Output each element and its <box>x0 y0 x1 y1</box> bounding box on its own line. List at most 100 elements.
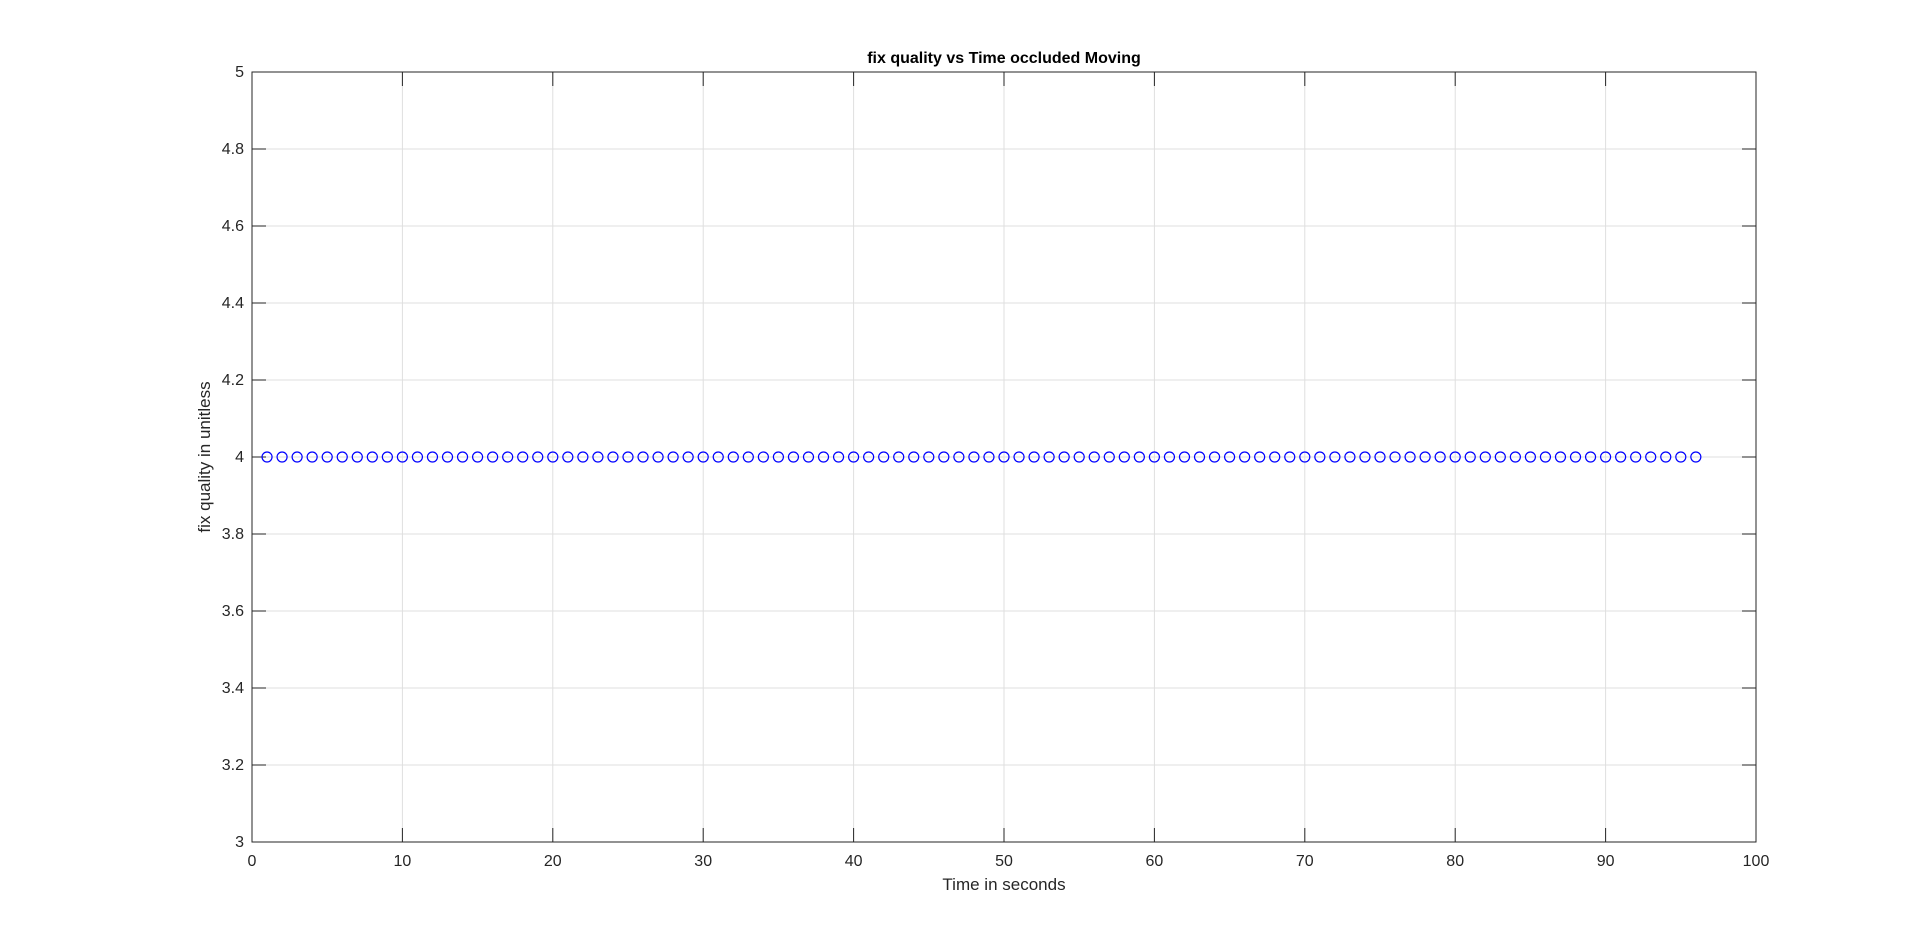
data-point <box>291 451 303 463</box>
data-point <box>953 451 965 463</box>
x-tick-label: 10 <box>394 853 412 870</box>
data-point <box>742 451 754 463</box>
data-point <box>893 451 905 463</box>
data-point <box>1449 451 1461 463</box>
data-point <box>908 451 920 463</box>
y-tick-label: 5 <box>235 64 244 81</box>
y-tick-label: 4.6 <box>222 218 244 235</box>
data-point <box>1554 451 1567 463</box>
data-point <box>381 451 393 463</box>
data-point <box>351 451 363 463</box>
data-point <box>832 451 845 463</box>
data-point <box>727 451 739 463</box>
data-point <box>1660 451 1672 463</box>
x-tick-label: 0 <box>248 853 257 870</box>
data-point <box>1193 451 1206 463</box>
data-point <box>1254 451 1266 463</box>
y-tick-label: 3.6 <box>222 603 244 620</box>
data-point <box>1479 451 1491 463</box>
data-point <box>1359 451 1371 463</box>
data-point <box>983 451 995 463</box>
data-point <box>1344 451 1356 463</box>
data-point <box>1630 451 1642 463</box>
data-point <box>1690 451 1702 463</box>
data-point <box>1103 451 1115 463</box>
y-axis-label: fix quality in unitless <box>195 381 214 532</box>
data-point <box>1524 451 1537 463</box>
data-point <box>426 451 439 463</box>
x-tick-label: 60 <box>1146 853 1164 870</box>
x-tick-label: 80 <box>1446 853 1464 870</box>
data-point <box>1239 451 1251 463</box>
x-tick-label: 40 <box>845 853 863 870</box>
x-tick-label: 70 <box>1296 853 1314 870</box>
data-point <box>1615 451 1627 463</box>
data-point <box>607 451 619 463</box>
data-point <box>547 451 559 463</box>
data-point <box>592 451 604 463</box>
data-point <box>487 451 499 463</box>
data-point <box>502 451 514 463</box>
data-point <box>321 451 333 463</box>
data-point <box>847 451 860 463</box>
data-point <box>1148 451 1161 463</box>
data-point <box>1584 451 1597 463</box>
data-point <box>276 451 288 463</box>
data-point <box>366 451 378 463</box>
data-point <box>1058 451 1070 463</box>
data-point <box>1269 451 1281 463</box>
data-points <box>261 451 1702 463</box>
data-point <box>1073 451 1085 463</box>
y-tick-label: 4.4 <box>222 295 244 312</box>
data-point <box>517 451 529 463</box>
data-point <box>261 451 273 463</box>
data-point <box>1434 451 1446 463</box>
data-point <box>998 451 1010 463</box>
data-point <box>1299 451 1311 463</box>
x-axis-ticks: 0 10 20 30 40 50 60 70 80 90 100 <box>248 72 1770 870</box>
y-tick-label: 3.2 <box>222 757 244 774</box>
data-point <box>472 451 484 463</box>
data-point <box>532 451 544 463</box>
data-point <box>411 451 424 463</box>
y-tick-label: 3.4 <box>222 680 244 697</box>
data-point <box>923 451 935 463</box>
data-point <box>1314 451 1326 463</box>
data-point <box>1419 451 1431 463</box>
x-tick-label: 90 <box>1597 853 1615 870</box>
data-point <box>1404 451 1416 463</box>
data-point <box>456 451 469 463</box>
data-point <box>1329 451 1341 463</box>
data-point <box>817 451 830 463</box>
data-point <box>697 451 709 463</box>
data-point <box>1013 451 1025 463</box>
data-point <box>1599 451 1612 463</box>
x-tick-label: 100 <box>1743 853 1770 870</box>
data-point <box>878 451 890 463</box>
data-point <box>667 451 679 463</box>
y-tick-label: 4 <box>235 449 244 466</box>
data-point <box>577 451 589 463</box>
chart-title: fix quality vs Time occluded Moving <box>867 50 1141 67</box>
data-point <box>1389 451 1401 463</box>
data-point <box>1163 451 1176 463</box>
data-point <box>1028 451 1040 463</box>
data-point <box>1494 451 1506 463</box>
data-point <box>1223 451 1236 463</box>
data-point <box>441 451 454 463</box>
y-tick-label: 4.2 <box>222 372 244 389</box>
data-point <box>1133 451 1145 463</box>
data-point <box>336 451 348 463</box>
data-point <box>1569 451 1582 463</box>
data-point <box>652 451 664 463</box>
data-point <box>863 451 875 463</box>
data-point <box>1043 451 1055 463</box>
data-point <box>1675 451 1687 463</box>
data-point <box>1088 451 1100 463</box>
data-point <box>968 451 980 463</box>
data-point <box>1645 451 1657 463</box>
data-point <box>682 451 694 463</box>
y-tick-label: 4.8 <box>222 141 244 158</box>
data-point <box>787 451 800 463</box>
